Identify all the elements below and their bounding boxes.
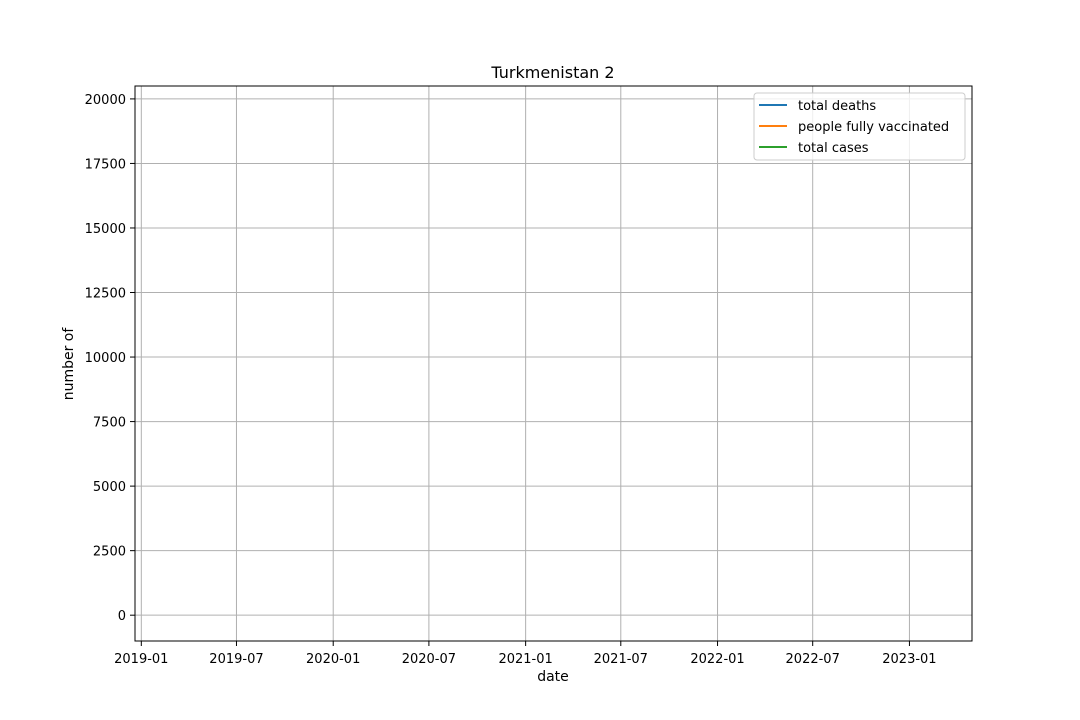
- y-axis-label: number of: [61, 327, 77, 401]
- x-axis: 2019-01 2019-07 2020-01 2020-07 2021-01 2021-…: [114, 641, 937, 667]
- y-tick-label: 12500: [85, 287, 126, 302]
- grid: [135, 86, 972, 641]
- y-tick-label: 5000: [93, 480, 126, 495]
- y-tick-label: 2500: [93, 545, 126, 560]
- x-tick-label: 2022-07: [786, 652, 840, 667]
- legend: total deaths people fully vaccinated total…: [753, 92, 966, 161]
- y-tick-label: 0: [118, 609, 126, 624]
- legend-box: [753, 92, 966, 161]
- chart-title: Turkmenistan 2: [490, 63, 614, 82]
- x-tick-label: 2021-01: [498, 652, 552, 667]
- legend-label: people fully vaccinated: [798, 120, 949, 135]
- legend-label: total deaths: [798, 99, 876, 114]
- y-tick-label: 15000: [85, 222, 126, 237]
- plot-area-frame: [134, 85, 973, 642]
- y-axis: 0 2500 5000 7500 10000 12500 15000 17500 20000: [85, 93, 135, 624]
- x-axis-label: date: [537, 669, 569, 685]
- legend-label: total cases: [798, 141, 869, 156]
- x-tick-label: 2021-07: [594, 652, 648, 667]
- y-tick-label: 10000: [85, 351, 126, 366]
- x-tick-label: 2019-07: [209, 652, 263, 667]
- y-tick-label: 20000: [85, 93, 126, 108]
- y-tick-label: 17500: [85, 157, 126, 172]
- x-tick-label: 2022-01: [690, 652, 744, 667]
- x-tick-label: 2020-01: [306, 652, 360, 667]
- x-tick-label: 2020-07: [402, 652, 456, 667]
- x-tick-label: 2023-01: [882, 652, 936, 667]
- y-tick-label: 7500: [93, 416, 126, 431]
- x-tick-label: 2019-01: [114, 652, 168, 667]
